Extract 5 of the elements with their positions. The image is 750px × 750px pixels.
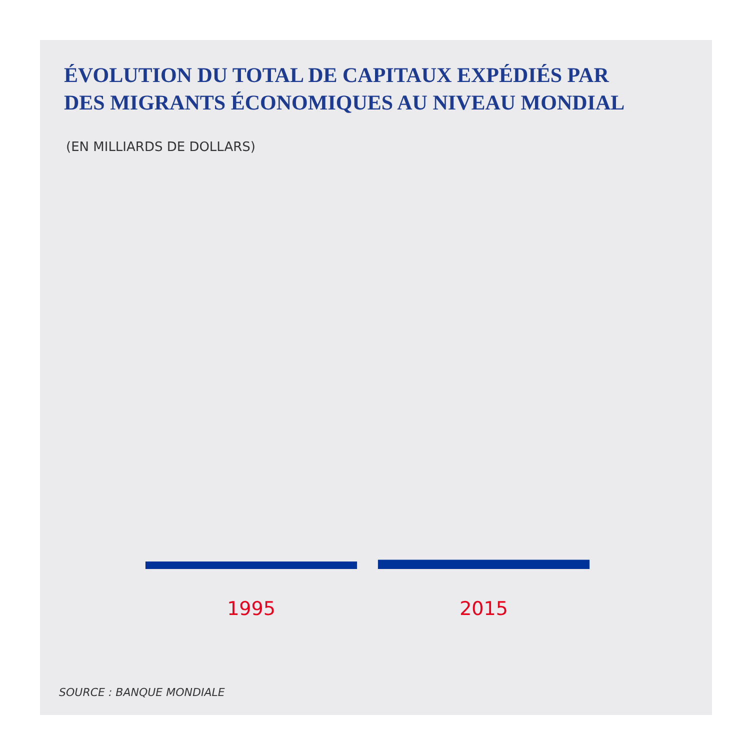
chart-subtitle: (EN MILLIARDS DE DOLLARS) xyxy=(66,140,256,155)
chart-title: ÉVOLUTION DU TOTAL DE CAPITAUX EXPÉDIÉS PAR DES MIGRANTS ÉCONOMIQUES AU NIVEAU MONDIAL xyxy=(64,63,625,114)
x-tick-label: 2015 xyxy=(460,598,508,620)
x-tick-label: 1995 xyxy=(227,598,276,620)
source-note: SOURCE : BANQUE MONDIALE xyxy=(59,686,225,699)
